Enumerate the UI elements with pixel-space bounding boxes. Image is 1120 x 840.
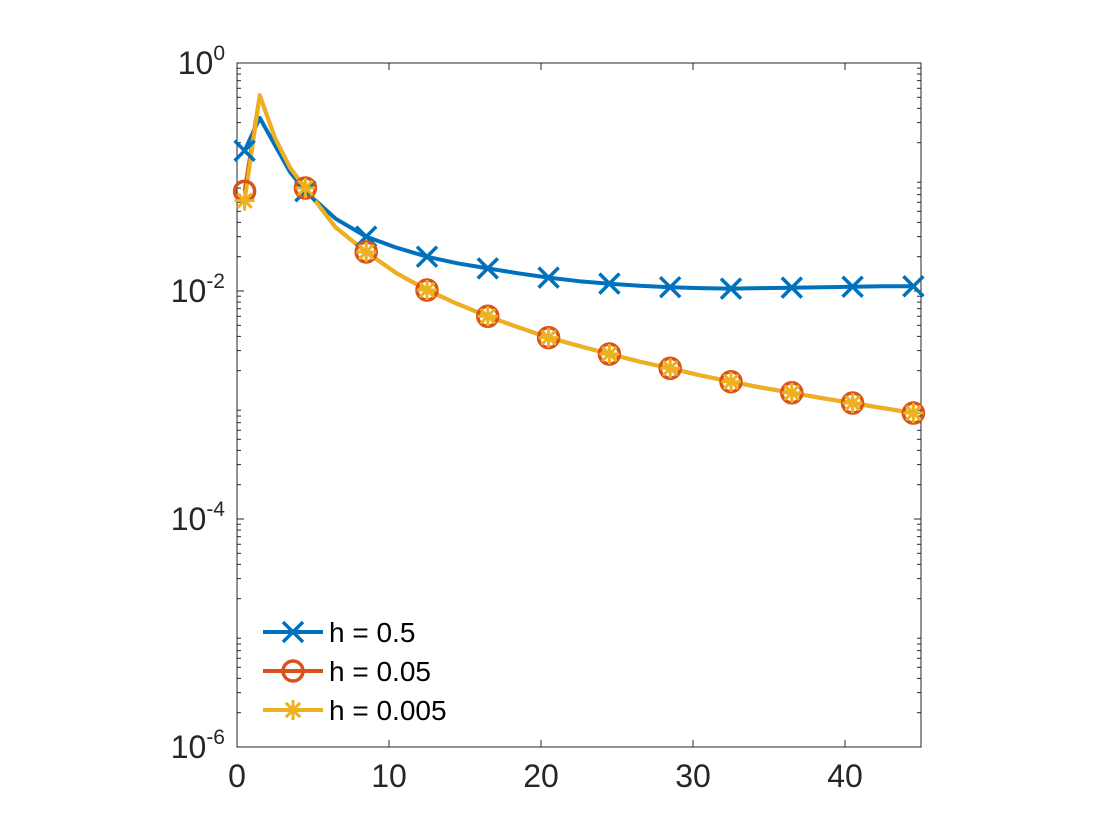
- y-tick-base: 10: [178, 45, 214, 81]
- data-point: [599, 344, 620, 365]
- x-tick-label: 10: [371, 758, 407, 794]
- marker-stroke: [233, 139, 256, 162]
- data-point: [842, 393, 863, 414]
- series-markers: [232, 139, 926, 425]
- marker-stroke: [783, 384, 801, 402]
- plot-area: [236, 62, 922, 748]
- marker-stroke: [902, 275, 925, 298]
- marker-stroke: [661, 360, 679, 377]
- legend-label: h = 0.05: [329, 656, 431, 687]
- data-point: [537, 266, 560, 289]
- marker-stroke: [844, 394, 861, 412]
- y-tick-exponent: -6: [206, 726, 225, 749]
- legend-label: h = 0.005: [329, 695, 447, 726]
- marker-stroke: [905, 404, 922, 422]
- marker-stroke: [415, 245, 439, 268]
- x-tick-label: 0: [228, 758, 246, 794]
- marker-stroke: [357, 243, 375, 261]
- marker-stroke: [722, 373, 740, 390]
- marker-stroke: [236, 192, 253, 209]
- data-point: [719, 277, 743, 300]
- legend-item: h = 0.005: [263, 695, 447, 726]
- data-point: [356, 241, 377, 262]
- data-point: [781, 382, 802, 403]
- y-tick-exponent: -4: [206, 498, 225, 521]
- data-point: [902, 275, 925, 298]
- marker-circle: [281, 659, 305, 683]
- y-tick-label: 10-4: [171, 498, 226, 537]
- marker-stroke: [418, 281, 436, 299]
- y-tick-exponent: -2: [206, 270, 225, 293]
- data-point: [721, 371, 741, 392]
- marker-stroke: [719, 277, 743, 300]
- data-point: [598, 272, 621, 295]
- legend-label: h = 0.5: [329, 617, 415, 648]
- legend-marker: [281, 659, 305, 683]
- marker-stroke: [479, 308, 497, 325]
- data-point: [658, 275, 682, 299]
- data-point: [295, 178, 316, 199]
- marker-stroke: [284, 701, 302, 719]
- x-tick-label: 40: [827, 758, 863, 794]
- x-tick-label: 20: [523, 758, 559, 794]
- legend-item: h = 0.05: [263, 656, 431, 687]
- legend: h = 0.5 h = 0.05 h = 0.005: [263, 617, 447, 726]
- legend-marker: [281, 620, 305, 644]
- y-tick-label: 10-6: [171, 726, 225, 765]
- marker-stroke: [476, 257, 500, 280]
- data-point: [660, 358, 681, 379]
- data-point: [903, 403, 924, 424]
- marker-stroke: [281, 620, 305, 644]
- legend-marker: [283, 700, 303, 720]
- data-point: [538, 327, 559, 348]
- y-tick-base: 10: [171, 273, 207, 309]
- y-tick-base: 10: [171, 501, 207, 537]
- y-tick-base: 10: [171, 729, 207, 765]
- y-tick-exponent: 0: [213, 42, 225, 65]
- marker-stroke: [780, 276, 804, 299]
- y-tick-label: 10-2: [171, 270, 225, 309]
- marker-stroke: [658, 275, 682, 299]
- data-point: [415, 245, 439, 268]
- data-point: [234, 190, 255, 211]
- marker-stroke: [598, 272, 621, 295]
- y-tick-label: 100: [178, 42, 225, 81]
- marker-stroke: [537, 266, 560, 289]
- marker-stroke: [841, 275, 864, 298]
- data-point: [233, 139, 256, 162]
- data-point: [780, 276, 804, 299]
- marker-stroke: [601, 345, 618, 363]
- legend-item: h = 0.5: [263, 617, 415, 648]
- data-point: [476, 257, 500, 280]
- marker-stroke: [297, 179, 314, 197]
- x-tick-label: 30: [675, 758, 711, 794]
- marker-stroke: [540, 329, 557, 346]
- data-point: [477, 306, 498, 327]
- data-point: [841, 275, 864, 298]
- data-point: [417, 280, 437, 301]
